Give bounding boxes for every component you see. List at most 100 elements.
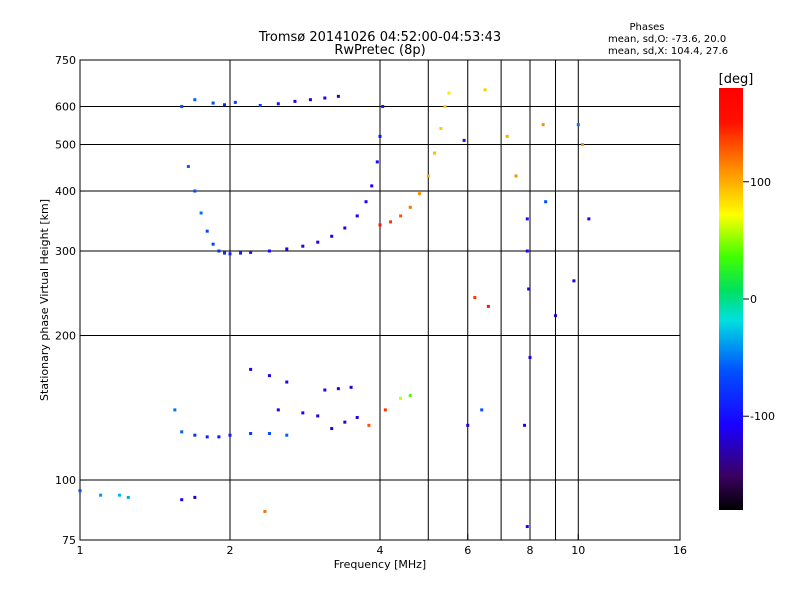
data-point — [267, 432, 271, 436]
data-point — [349, 385, 353, 389]
grid-lines — [80, 60, 680, 540]
data-point — [211, 101, 215, 105]
data-point — [193, 98, 197, 102]
data-point — [375, 160, 379, 164]
data-point — [381, 105, 385, 109]
data-point — [525, 249, 529, 253]
data-point — [528, 355, 532, 359]
y-tick-label: 200 — [55, 330, 76, 343]
data-point — [126, 495, 130, 499]
data-point — [399, 396, 403, 400]
data-point — [301, 411, 305, 415]
data-point — [383, 408, 387, 412]
data-point — [323, 96, 327, 100]
data-point — [323, 388, 327, 392]
data-point — [576, 123, 580, 127]
data-point — [525, 217, 529, 221]
data-point — [249, 250, 253, 254]
data-point — [193, 189, 197, 193]
data-point — [78, 489, 82, 493]
data-point — [480, 408, 484, 412]
data-point — [553, 314, 557, 318]
colorbar-ticks: 100 0 -100 — [743, 176, 775, 423]
data-point — [193, 433, 197, 437]
data-point — [258, 103, 262, 107]
chart-subtitle: RwPretec (8p) — [334, 43, 425, 58]
colorbar: [deg] 100 0 -100 — [719, 72, 775, 510]
data-point — [285, 433, 289, 437]
x-tick-label: 10 — [571, 544, 585, 557]
data-point — [581, 143, 585, 147]
data-point — [117, 493, 121, 497]
data-point — [523, 423, 527, 427]
data-point — [228, 433, 232, 437]
data-point — [355, 415, 359, 419]
y-tick-label: 750 — [55, 54, 76, 67]
data-point — [99, 493, 103, 497]
data-point — [527, 287, 531, 291]
data-point — [228, 252, 232, 256]
data-point — [205, 435, 209, 439]
data-point — [544, 200, 548, 204]
data-point — [267, 374, 271, 378]
data-point — [211, 242, 215, 246]
x-tick-label: 8 — [527, 544, 534, 557]
data-point — [180, 430, 184, 434]
data-point — [572, 279, 576, 283]
y-tick-label: 75 — [62, 534, 76, 547]
data-point — [223, 103, 227, 107]
data-point — [186, 164, 190, 168]
data-point — [193, 495, 197, 499]
data-point — [525, 525, 529, 529]
data-point — [180, 498, 184, 502]
data-point — [263, 509, 267, 513]
data-points — [78, 88, 591, 529]
data-point — [587, 217, 591, 221]
data-point — [408, 394, 412, 398]
y-tick-label: 100 — [55, 474, 76, 487]
data-point — [217, 435, 221, 439]
data-point — [370, 184, 374, 188]
data-point — [473, 296, 477, 300]
data-point — [249, 432, 253, 436]
data-point — [205, 229, 209, 233]
data-point — [293, 99, 297, 103]
data-point — [378, 134, 382, 138]
colorbar-label: [deg] — [719, 72, 754, 87]
data-point — [199, 211, 203, 215]
data-point — [267, 249, 271, 253]
chart-title: Tromsø 20141026 04:52:00-04:53:43 — [258, 30, 501, 45]
data-point — [180, 105, 184, 109]
data-point — [514, 174, 518, 178]
x-axis-label: Frequency [MHz] — [334, 558, 426, 571]
colorbar-tick-label: 0 — [750, 293, 757, 306]
x-tick-label: 16 — [673, 544, 687, 557]
data-point — [439, 126, 443, 130]
data-point — [399, 214, 403, 218]
x-tick-label: 4 — [377, 544, 384, 557]
y-tick-label: 500 — [55, 139, 76, 152]
data-point — [301, 244, 305, 248]
data-point — [378, 223, 382, 227]
data-point — [389, 220, 393, 224]
data-point — [505, 134, 509, 138]
y-tick-label: 400 — [55, 185, 76, 198]
data-point — [541, 123, 545, 127]
y-axis-ticks: 75 100 200 300 400 500 600 750 — [55, 54, 86, 547]
data-point — [239, 251, 243, 255]
data-point — [249, 367, 253, 371]
phases-title: Phases — [629, 22, 664, 33]
x-axis-ticks: 1 2 4 8 16 6 10 — [77, 534, 687, 557]
data-point — [343, 420, 347, 424]
y-tick-label: 600 — [55, 101, 76, 114]
y-axis-label: Stationary phase Virtual Height [km] — [38, 199, 51, 401]
data-point — [443, 105, 447, 109]
phases-x-stats: mean, sd,X: 104.4, 27.6 — [608, 46, 728, 57]
data-point — [308, 98, 312, 102]
data-point — [285, 380, 289, 384]
colorbar-tick-label: -100 — [750, 410, 775, 423]
data-point — [417, 192, 421, 196]
colorbar-tick-label: 100 — [750, 176, 771, 189]
data-point — [426, 174, 430, 178]
